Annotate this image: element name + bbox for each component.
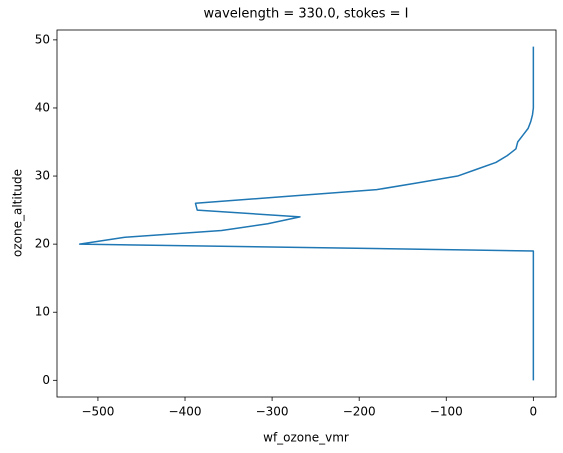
data-line bbox=[78, 46, 535, 381]
y-tick-label: 10 bbox=[35, 305, 50, 319]
y-tick-label: 20 bbox=[35, 237, 50, 251]
x-tick-label: −300 bbox=[256, 405, 289, 419]
x-tick-label: 0 bbox=[530, 405, 538, 419]
plot-frame bbox=[56, 29, 557, 398]
chart-title: wavelength = 330.0, stokes = I bbox=[203, 7, 408, 22]
x-tick-label: −100 bbox=[430, 405, 463, 419]
x-tick-label: −500 bbox=[81, 405, 114, 419]
y-tick-label: 0 bbox=[42, 373, 50, 387]
y-tick-label: 30 bbox=[35, 169, 50, 183]
y-axis-label: ozone_altitude bbox=[11, 169, 25, 257]
x-axis-label: wf_ozone_vmr bbox=[263, 431, 349, 445]
x-tick-label: −400 bbox=[169, 405, 202, 419]
y-tick-label: 40 bbox=[35, 100, 50, 114]
y-tick-label: 50 bbox=[35, 32, 50, 46]
x-tick-label: −200 bbox=[343, 405, 376, 419]
